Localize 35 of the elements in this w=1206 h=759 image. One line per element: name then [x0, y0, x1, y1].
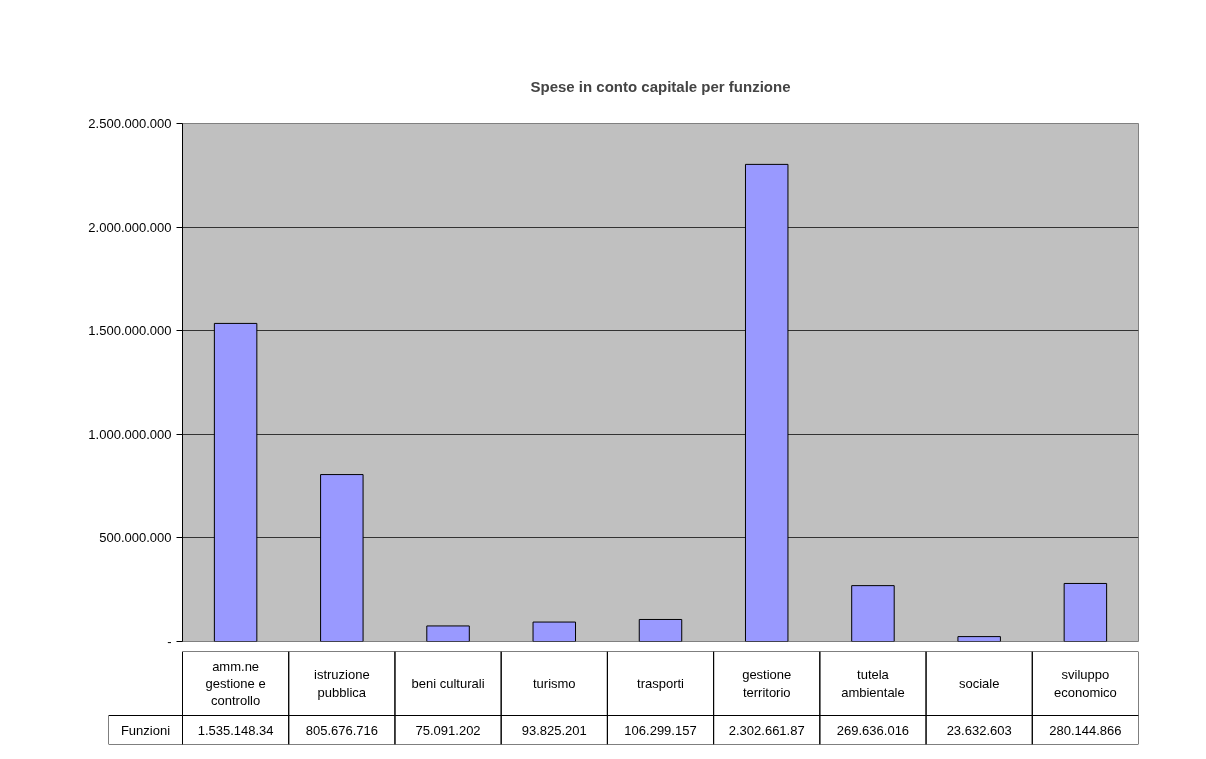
bar	[851, 585, 895, 642]
x-tick-label: sviluppo economico	[1053, 667, 1117, 700]
bar	[744, 163, 789, 642]
bar	[320, 474, 364, 642]
bar	[213, 322, 258, 642]
x-tick-label: tutela ambientale	[841, 667, 905, 700]
x-tick-label: beni culturali	[411, 676, 485, 691]
chart-title: Spese in conto capitale per funzione	[530, 77, 791, 95]
y-tick-label: -	[167, 634, 172, 649]
bar	[957, 636, 1001, 642]
y-tick-label: 1.500.000.000	[88, 323, 172, 339]
data-label: 269.636.016	[836, 722, 910, 738]
y-tick-label: 2.000.000.000	[88, 219, 172, 235]
x-tick-label: turismo	[532, 676, 576, 691]
y-tick-label: 500.000.000	[99, 530, 172, 546]
x-tick-label: amm.ne gestione e controllo	[205, 658, 266, 709]
bar	[426, 625, 470, 642]
x-tick-label: istruzione pubblica	[314, 667, 370, 700]
bar	[532, 621, 577, 642]
x-tick-label: trasporti	[637, 676, 685, 691]
data-label: 1.535.148.34	[197, 722, 274, 738]
x-tick-label: sociale	[958, 676, 1000, 691]
data-label: 23.632.603	[946, 722, 1012, 738]
y-tick-label: 2.500.000.000	[88, 116, 172, 131]
y-tick-label: 1.000.000.000	[88, 426, 172, 442]
text: Funzioni	[120, 722, 171, 738]
data-label: 106.299.157	[624, 722, 697, 738]
data-label: 93.825.201	[521, 722, 587, 738]
bar	[1063, 582, 1108, 642]
data-label: 75.091.202	[415, 722, 481, 738]
data-label: 2.302.661.87	[728, 722, 805, 738]
x-tick-label: gestione territorio	[742, 667, 792, 700]
data-label: 280.144.866	[1049, 722, 1122, 738]
bar	[638, 618, 683, 642]
data-label: 805.676.716	[305, 722, 378, 738]
